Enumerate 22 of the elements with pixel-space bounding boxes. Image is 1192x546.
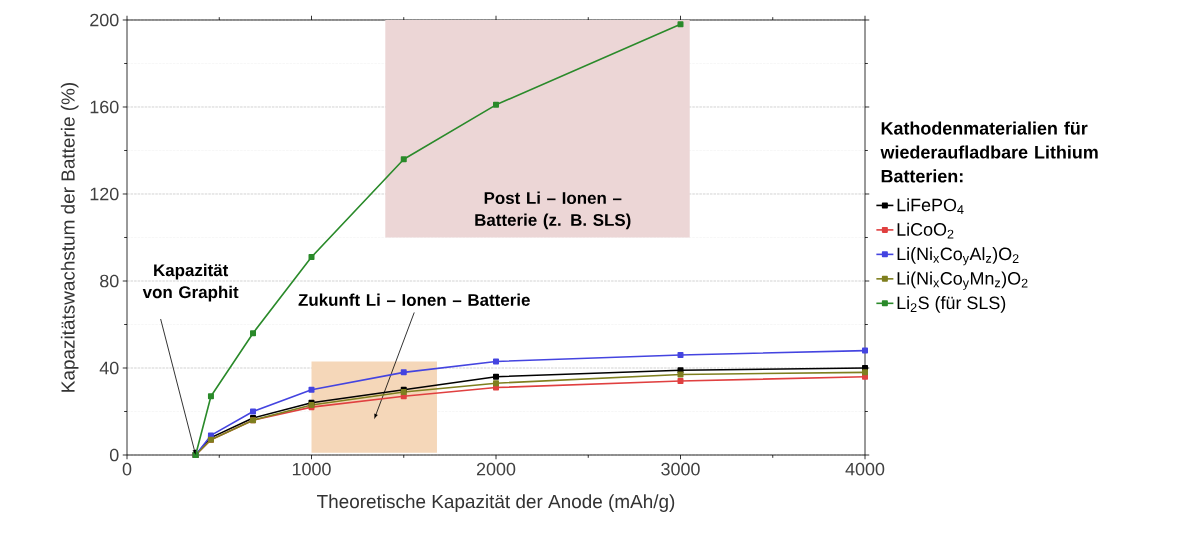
y-tick-label: 200 xyxy=(90,13,119,27)
legend-label: Li(Ni$_{x}$Co$_{y}$Mn$_{z}$)O$_{2}$ xyxy=(897,271,1028,290)
legend-label: LiFePO$_{4}$ xyxy=(897,198,964,214)
annotation: Kapazität von Graphit xyxy=(142,263,239,302)
x-tick-label: 4000 xyxy=(845,462,885,476)
y-tick-label: 160 xyxy=(90,100,119,114)
x-tick-label: 3000 xyxy=(661,462,700,476)
x-axis-title: Theoretische Kapazität der Anode (mAh/g) xyxy=(317,494,675,512)
legend-title: Kathodenmaterialien für wiederaufladbare Lithium Batterien: xyxy=(880,121,1098,183)
y-axis-title: Kapazitätswachstum der Batterie (%) xyxy=(60,83,79,392)
y-tick-label: 120 xyxy=(90,187,119,201)
band-label: Zukunft Li – Ionen – Batterie xyxy=(298,293,530,306)
y-tick-label: 80 xyxy=(100,274,119,288)
band-label: Post Li – Ionen – Batterie (z. B. SLS) xyxy=(475,191,631,230)
y-tick-label: 40 xyxy=(99,361,119,375)
x-tick-label: 2000 xyxy=(476,462,516,476)
legend-label: Li$_{2}$S (für SLS) xyxy=(897,296,1006,313)
x-tick-label: 1000 xyxy=(292,462,331,476)
legend-label: LiCoO$_{2}$ xyxy=(897,222,954,239)
legend-label: Li(Ni$_{x}$Co$_{y}$Al$_{z}$)O$_{2}$ xyxy=(897,247,1019,266)
y-tick-label: 0 xyxy=(109,448,119,462)
x-tick-label: 0 xyxy=(122,462,132,476)
